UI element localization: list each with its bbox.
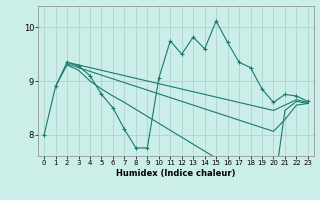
X-axis label: Humidex (Indice chaleur): Humidex (Indice chaleur) <box>116 169 236 178</box>
